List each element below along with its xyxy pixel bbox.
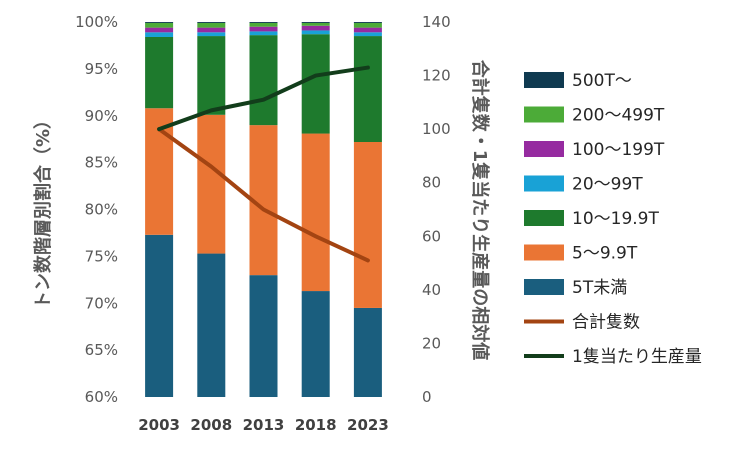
x-tick-label: 2003 <box>138 416 180 434</box>
bar-segment-2003-3 <box>145 32 174 37</box>
right-tick-label: 120 <box>422 67 451 85</box>
left-tick-label: 60% <box>85 388 118 406</box>
line-series-1 <box>157 65 370 132</box>
bar-segment-2023-2 <box>353 36 382 143</box>
bar-segment-2013-5 <box>249 22 278 27</box>
bar-segment-2008-5 <box>197 22 226 28</box>
legend-swatch <box>524 141 564 157</box>
left-tick-label: 70% <box>85 294 118 312</box>
bar-segment-2023-5 <box>353 22 382 28</box>
legend-label: 500T～ <box>572 71 632 91</box>
bar-segment-2008-3 <box>197 32 226 37</box>
bar-segment-2003-4 <box>145 27 174 33</box>
bar-segment-2013-3 <box>249 31 278 36</box>
bar-segment-2018-2 <box>301 34 330 134</box>
right-tick-label: 80 <box>422 174 441 192</box>
bar-segment-2023-1 <box>353 142 382 308</box>
bar-segment-2023-0 <box>353 307 382 397</box>
bar-segment-2003-0 <box>145 234 174 397</box>
legend-swatch <box>524 244 564 261</box>
left-axis-title: トン数階層別割合（%） <box>32 111 54 309</box>
bar-segment-2018-3 <box>301 30 330 35</box>
bar-segment-2008-2 <box>197 36 226 115</box>
legend-label: 1隻当たり生産量 <box>572 347 702 367</box>
right-tick-label: 0 <box>422 388 432 406</box>
bar-segment-2018-6 <box>301 22 330 23</box>
left-axis-ticks: 60% 65% 70% 75% 80% 85% 90% 95% 100% <box>75 13 118 406</box>
bar-segment-2013-0 <box>249 275 278 398</box>
bar-segment-2008-0 <box>197 253 226 397</box>
legend-swatch <box>524 106 564 123</box>
line-series-0 <box>157 127 370 263</box>
legend-swatch <box>524 175 564 192</box>
right-tick-label: 140 <box>422 13 451 31</box>
legend-label: 合計隻数 <box>572 313 640 333</box>
bar-segment-2008-1 <box>197 114 226 254</box>
legend-label: 200～499T <box>572 106 665 126</box>
bar-segment-2018-4 <box>301 25 330 31</box>
stacked-bars <box>145 22 382 398</box>
legend-label: 5T未満 <box>572 278 627 298</box>
bar-segment-2023-6 <box>353 22 382 23</box>
left-tick-label: 85% <box>85 154 118 172</box>
left-tick-label: 90% <box>85 107 118 125</box>
bar-segment-2013-2 <box>249 35 278 126</box>
right-tick-label: 20 <box>422 334 441 352</box>
x-tick-label: 2008 <box>190 416 232 434</box>
right-tick-label: 100 <box>422 120 451 138</box>
left-tick-label: 100% <box>75 13 118 31</box>
left-tick-label: 65% <box>85 341 118 359</box>
legend-label: 20～99T <box>572 175 643 195</box>
x-tick-label: 2018 <box>295 416 337 434</box>
right-axis-ticks: 0 20 40 60 80 100 120 140 <box>422 13 451 406</box>
bar-segment-2023-3 <box>353 32 382 37</box>
legend-swatch <box>524 279 564 295</box>
legend-label: 100～199T <box>572 140 665 160</box>
bar-segment-2023-4 <box>353 27 382 33</box>
bar-segment-2018-5 <box>301 22 330 26</box>
legend-label: 5～9.9T <box>572 244 638 264</box>
legend-swatch <box>524 210 564 226</box>
bar-segment-2013-4 <box>249 26 278 32</box>
left-tick-label: 75% <box>85 247 118 265</box>
bar-segment-2008-4 <box>197 27 226 33</box>
right-tick-label: 60 <box>422 227 441 245</box>
right-axis-title: 合計隻数・1隻当たり生産量の相対値 <box>469 60 491 361</box>
legend-swatch <box>524 72 564 88</box>
left-tick-label: 80% <box>85 201 118 219</box>
bar-segment-2013-6 <box>249 22 278 23</box>
left-tick-label: 95% <box>85 60 118 78</box>
right-tick-label: 40 <box>422 281 441 299</box>
bar-segment-2008-6 <box>197 22 226 23</box>
x-tick-label: 2023 <box>347 416 389 434</box>
x-tick-label: 2013 <box>243 416 285 434</box>
x-axis-ticks: 2003 2008 2013 2018 2023 <box>138 416 389 434</box>
bar-segment-2018-0 <box>301 291 330 397</box>
bar-segment-2003-5 <box>145 22 174 28</box>
bar-segment-2003-6 <box>145 22 174 23</box>
legend-label: 10～19.9T <box>572 209 659 229</box>
trend-lines <box>157 65 370 263</box>
bar-segment-2018-1 <box>301 133 330 292</box>
bar-segment-2003-2 <box>145 37 174 109</box>
legend: 500T～ 200～499T 100～199T 20～99T 10～19.9T 5～9.9… <box>524 71 702 367</box>
